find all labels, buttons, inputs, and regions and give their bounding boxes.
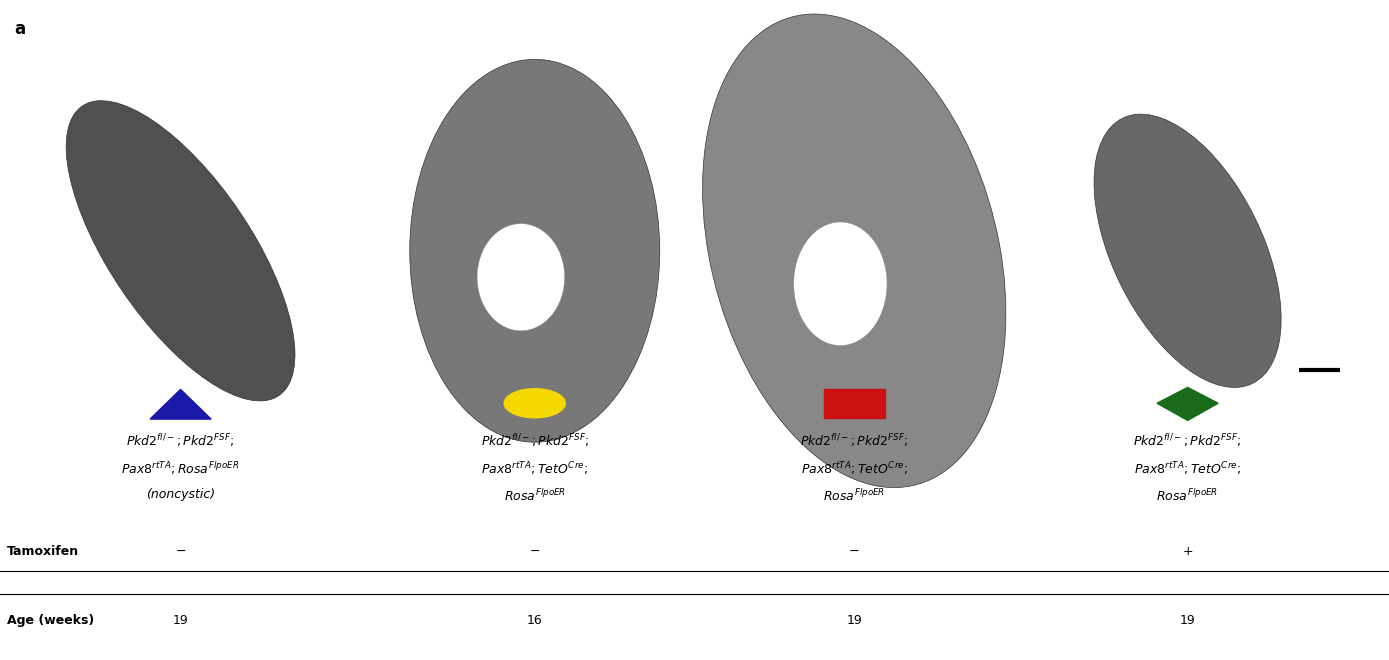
Text: $Rosa^{FlpoER}$: $Rosa^{FlpoER}$ [824, 488, 885, 504]
Text: Age (weeks): Age (weeks) [7, 614, 94, 627]
Text: 19: 19 [846, 614, 863, 627]
Ellipse shape [67, 101, 294, 401]
Polygon shape [1157, 387, 1218, 420]
Text: $Pkd2^{fl/-};Pkd2^{FSF};$: $Pkd2^{fl/-};Pkd2^{FSF};$ [1133, 432, 1242, 449]
Ellipse shape [1095, 114, 1281, 387]
Text: $Pax8^{rtTA};Rosa^{FlpoER}$: $Pax8^{rtTA};Rosa^{FlpoER}$ [121, 460, 240, 477]
Text: (noncystic): (noncystic) [146, 488, 215, 501]
Text: +: + [1182, 544, 1193, 558]
Polygon shape [150, 389, 211, 419]
Ellipse shape [703, 14, 1006, 488]
Ellipse shape [410, 59, 660, 442]
Text: Tamoxifen: Tamoxifen [7, 544, 79, 558]
Text: $Pax8^{rtTA};TetO^{Cre};$: $Pax8^{rtTA};TetO^{Cre};$ [800, 460, 908, 478]
Ellipse shape [478, 224, 564, 331]
Text: −: − [175, 544, 186, 558]
Text: $Pkd2^{fl/-};Pkd2^{FSF};$: $Pkd2^{fl/-};Pkd2^{FSF};$ [800, 432, 908, 449]
Ellipse shape [793, 222, 888, 346]
Text: 19: 19 [1179, 614, 1196, 627]
Text: 16: 16 [526, 614, 543, 627]
Text: $Pkd2^{fl/-};Pkd2^{FSF};$: $Pkd2^{fl/-};Pkd2^{FSF};$ [481, 432, 589, 449]
Text: $Rosa^{FlpoER}$: $Rosa^{FlpoER}$ [504, 488, 565, 504]
Text: −: − [529, 544, 540, 558]
Circle shape [504, 389, 565, 418]
Text: −: − [849, 544, 860, 558]
Text: $Pax8^{rtTA};TetO^{Cre};$: $Pax8^{rtTA};TetO^{Cre};$ [1133, 460, 1242, 478]
Text: $Rosa^{FlpoER}$: $Rosa^{FlpoER}$ [1157, 488, 1218, 504]
Text: 19: 19 [172, 614, 189, 627]
Text: $Pkd2^{fl/-};Pkd2^{FSF};$: $Pkd2^{fl/-};Pkd2^{FSF};$ [126, 432, 235, 449]
Bar [824, 389, 885, 418]
Text: $Pax8^{rtTA};TetO^{Cre};$: $Pax8^{rtTA};TetO^{Cre};$ [481, 460, 589, 478]
Text: a: a [14, 20, 25, 38]
